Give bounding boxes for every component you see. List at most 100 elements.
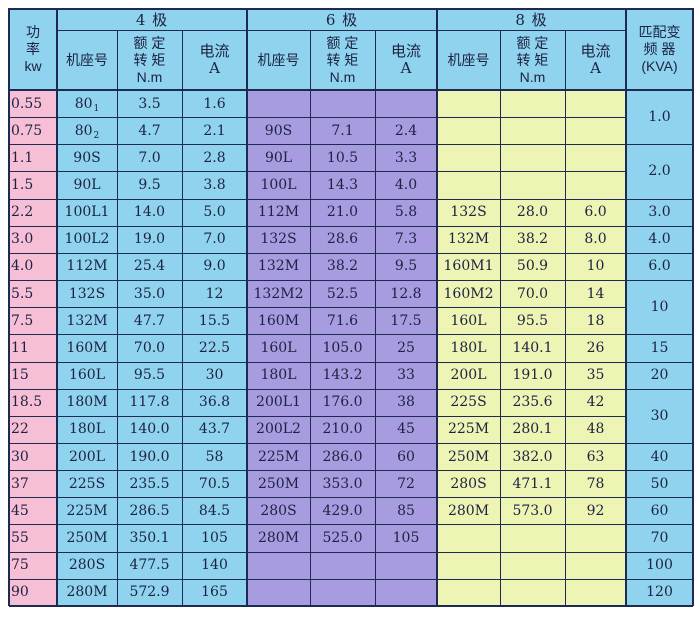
power-value: 22 — [11, 421, 29, 438]
pole6-torque: 21.0 — [326, 204, 359, 221]
pole4-frame: 225M — [66, 502, 108, 519]
power-header-line: 率 — [26, 40, 40, 57]
power-header-bg — [9, 8, 57, 90]
inverter-value: 120 — [646, 584, 673, 601]
pole6-current: 3.3 — [394, 149, 418, 166]
pole8-torque: 191.0 — [512, 367, 553, 384]
pole4-torque: 3.5 — [138, 95, 161, 112]
grid-line — [9, 8, 693, 10]
grid-line — [626, 252, 693, 254]
pole6-torque: 52.5 — [326, 285, 359, 302]
group-header-1: 6 极 — [325, 10, 359, 29]
pole6-torque: 429.0 — [322, 502, 363, 519]
pole4-frame: 132M — [66, 312, 108, 329]
pole4-frame: 280M — [66, 584, 108, 601]
pole6-current: 4.0 — [394, 177, 418, 193]
grid-line — [9, 334, 626, 336]
power-value: 18.5 — [11, 394, 43, 411]
inverter-column-bg — [626, 90, 693, 606]
pole8-frame: 160L — [450, 312, 487, 329]
pole4-torque: 19.0 — [133, 231, 166, 248]
pole8-torque: 382.0 — [512, 448, 553, 465]
pole6-frame: 90S — [264, 122, 293, 139]
pole4-frame: 112M — [66, 258, 108, 275]
group-header-0: 4 极 — [135, 10, 169, 29]
frame-subscript: 1 — [93, 103, 100, 114]
pole4-current: 36.8 — [198, 394, 231, 411]
pole8-frame: 225M — [447, 421, 490, 438]
pole8-torque: 235.6 — [512, 394, 553, 411]
torque-header-1-line: 转 矩 — [326, 51, 359, 68]
pole6-current: 5.8 — [394, 204, 418, 221]
pole4-torque: 477.5 — [129, 557, 170, 574]
pole6-current: 25 — [397, 339, 415, 356]
power-header-line: kw — [24, 57, 42, 74]
inverter-value: 100 — [646, 557, 673, 574]
pole8-frame: 132M — [447, 231, 490, 248]
inverter-value: 6.0 — [648, 258, 671, 275]
pole8-frame: 180L — [450, 339, 487, 356]
pole4-torque: 25.4 — [133, 258, 166, 275]
pole6-torque: 353.0 — [322, 475, 363, 492]
pole4-current: 84.5 — [198, 502, 231, 519]
frame-header-1: 机座号 — [257, 52, 300, 68]
grid-line — [626, 578, 693, 580]
grid-line — [246, 8, 248, 606]
inverter-value: 40 — [650, 448, 669, 465]
grid-line — [9, 307, 626, 309]
power-value: 30 — [11, 448, 29, 465]
grid-line — [9, 117, 626, 119]
inverter-value: 70 — [650, 529, 669, 546]
pole6-current: 45 — [397, 421, 415, 438]
grid-line — [626, 388, 693, 390]
grid-line — [626, 551, 693, 553]
grid-line — [626, 334, 693, 336]
torque-header-1-line: N.m — [329, 68, 356, 85]
grid-line — [9, 415, 626, 417]
pole8-current: 6.0 — [584, 204, 607, 221]
pole4-torque: 350.1 — [129, 529, 170, 546]
pole8-torque: 95.5 — [516, 312, 549, 329]
current-header-1-line: 电流 — [390, 42, 421, 60]
pole6-frame: 160M — [257, 312, 300, 329]
grid-line — [9, 442, 626, 444]
grid-line — [9, 144, 626, 146]
torque-header-2: 额 定转 矩 N.m — [500, 30, 565, 90]
power-value: 1.1 — [11, 149, 34, 166]
inverter-value: 60 — [650, 502, 669, 519]
pole8-current: 92 — [586, 502, 605, 519]
pole6-frame: 132S — [260, 231, 297, 248]
torque-header-2-line: N.m — [519, 68, 546, 85]
inverter-header-line: 频 器 — [643, 40, 676, 57]
grid-line — [626, 280, 693, 282]
pole4-torque: 35.0 — [133, 285, 166, 302]
pole4-torque: 7.0 — [138, 149, 161, 166]
pole4-torque: 70.0 — [133, 339, 166, 356]
pole8-current: 35 — [586, 367, 605, 384]
pole8-bg — [437, 90, 626, 606]
inverter-value: 30 — [650, 407, 669, 424]
power-value: 37 — [11, 475, 29, 492]
power-value: 0.75 — [11, 122, 43, 139]
pole8-current: 8.0 — [584, 231, 607, 248]
pole8-current: 10 — [586, 258, 605, 275]
pole6-current: 7.3 — [394, 231, 418, 248]
pole6-frame: 100L — [260, 177, 297, 193]
frame-header-2: 机座号 — [447, 52, 490, 68]
grid-line — [56, 8, 58, 606]
pole4-current: 9.0 — [203, 258, 226, 275]
pole4-torque: 9.5 — [138, 177, 161, 193]
current-header-1: 电流 A — [375, 30, 437, 90]
pole4-torque: 4.7 — [138, 122, 161, 139]
pole4-current: 43.7 — [198, 421, 231, 438]
inverter-header-line: (KVA) — [641, 57, 678, 74]
pole4-frame: 160L — [68, 367, 106, 384]
current-header-0-line: A — [209, 59, 220, 77]
power-value: 1.5 — [11, 177, 34, 193]
pole6-torque: 10.5 — [326, 149, 359, 166]
grid-line — [9, 604, 693, 607]
pole6-current: 105 — [392, 529, 420, 546]
pole4-torque: 286.5 — [129, 502, 170, 519]
pole8-frame: 225S — [450, 394, 487, 411]
pole4-torque: 117.8 — [129, 394, 170, 411]
